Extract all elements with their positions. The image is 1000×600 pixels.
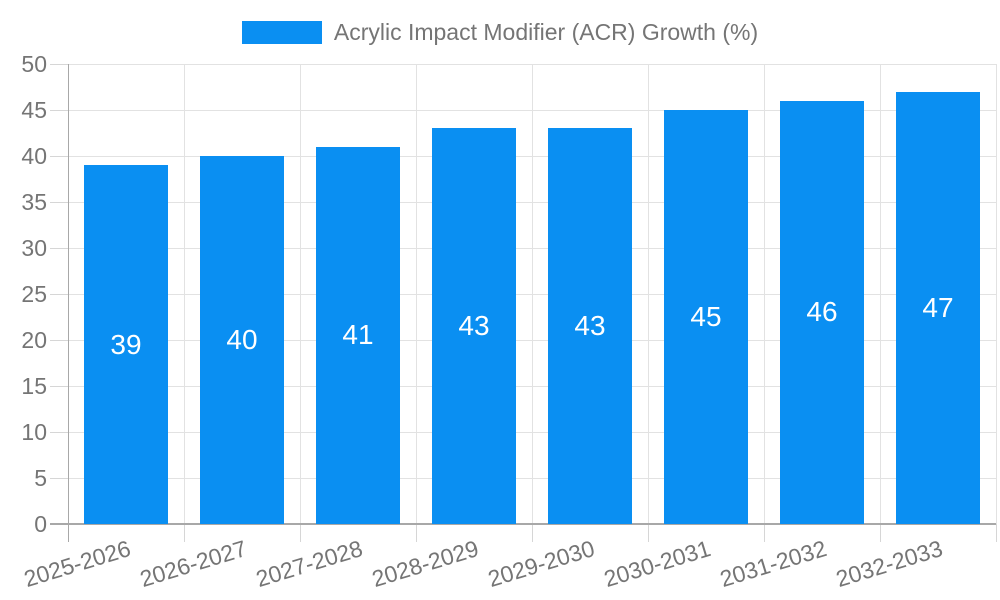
y-tick-label: 15 <box>21 373 47 399</box>
x-gridline <box>763 64 765 524</box>
x-category-label: 2026-2027 <box>136 535 250 593</box>
y-tick-label: 0 <box>34 511 47 537</box>
bar[interactable]: 40 <box>200 156 284 524</box>
bar[interactable]: 43 <box>432 128 516 524</box>
x-tick <box>531 524 533 542</box>
x-axis-line <box>50 523 996 525</box>
x-tick <box>763 524 765 542</box>
y-tick-label: 5 <box>34 465 47 491</box>
x-tick <box>183 524 185 542</box>
y-tick-label: 20 <box>21 327 47 353</box>
x-gridline <box>531 64 533 524</box>
x-tick <box>415 524 417 542</box>
x-category-label: 2030-2031 <box>600 535 714 593</box>
bar[interactable]: 45 <box>664 110 748 524</box>
bar[interactable]: 43 <box>548 128 632 524</box>
x-gridline <box>995 64 997 524</box>
x-gridline <box>183 64 185 524</box>
x-gridline <box>647 64 649 524</box>
bar[interactable]: 47 <box>896 91 980 524</box>
x-category-label: 2029-2030 <box>484 535 598 593</box>
x-tick <box>995 524 997 542</box>
x-tick <box>879 524 881 542</box>
y-tick-label: 50 <box>21 51 47 77</box>
bar-value-label: 43 <box>458 310 490 342</box>
y-tick-label: 25 <box>21 281 47 307</box>
y-tick <box>50 431 68 433</box>
x-category-label: 2032-2033 <box>832 535 946 593</box>
y-tick-label: 10 <box>21 419 47 445</box>
x-gridline <box>299 64 301 524</box>
y-tick <box>50 201 68 203</box>
y-axis-line <box>67 64 69 542</box>
bar-value-label: 45 <box>690 301 722 332</box>
bar-value-label: 43 <box>574 310 606 342</box>
bar-value-label: 41 <box>342 319 374 351</box>
bar-value-label: 47 <box>922 291 954 323</box>
y-tick-label: 30 <box>21 235 47 261</box>
x-gridline <box>879 64 881 524</box>
bar[interactable]: 46 <box>780 100 864 524</box>
x-category-label: 2027-2028 <box>252 535 366 593</box>
y-tick-label: 35 <box>21 189 47 215</box>
y-tick <box>50 63 68 65</box>
legend-label[interactable]: Acrylic Impact Modifier (ACR) Growth (%) <box>333 18 759 45</box>
y-tick <box>50 339 68 341</box>
x-category-label: 2025-2026 <box>20 535 134 593</box>
bar-value-label: 39 <box>110 328 142 360</box>
y-tick <box>50 155 68 157</box>
bar-value-label: 40 <box>226 324 258 355</box>
legend: Acrylic Impact Modifier (ACR) Growth (%) <box>0 19 1000 45</box>
bar[interactable]: 39 <box>84 165 168 524</box>
y-tick <box>50 385 68 387</box>
y-tick <box>50 477 68 479</box>
x-tick <box>647 524 649 542</box>
y-tick-label: 45 <box>21 97 47 123</box>
x-gridline <box>415 64 417 524</box>
bar[interactable]: 41 <box>316 146 400 524</box>
legend-swatch[interactable] <box>241 20 322 44</box>
x-tick <box>299 524 301 542</box>
bar-value-label: 46 <box>806 296 838 328</box>
y-tick <box>50 247 68 249</box>
y-tick <box>50 293 68 295</box>
y-tick-label: 40 <box>21 143 47 169</box>
x-category-label: 2028-2029 <box>368 535 482 593</box>
y-tick <box>50 109 68 111</box>
x-category-label: 2031-2032 <box>716 535 830 593</box>
